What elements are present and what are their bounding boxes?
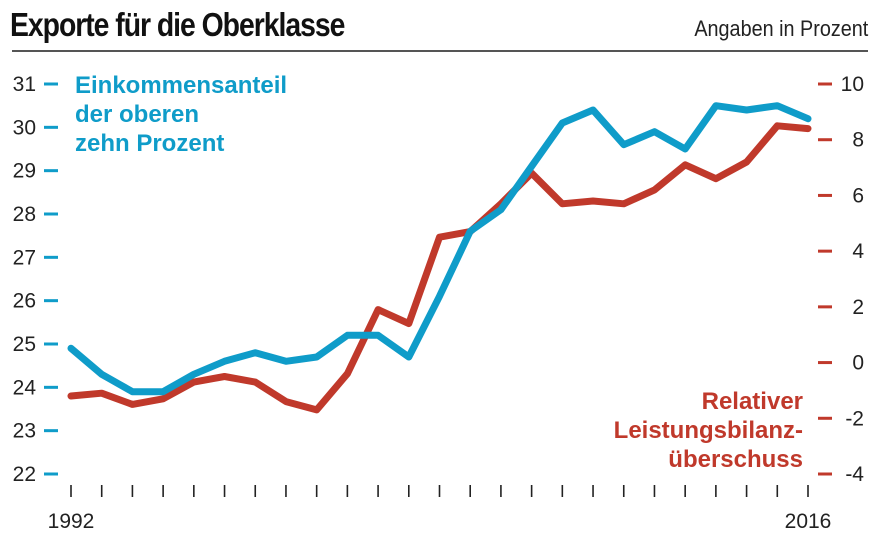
income-share-label: zehn Prozent (75, 130, 224, 157)
header-divider (12, 50, 868, 52)
right-axis: 10 8 6 4 2 0 -2 -4 (818, 73, 864, 486)
right-tick-label: 6 (852, 184, 864, 207)
left-tick-label: 31 (13, 73, 36, 96)
left-tick-label: 25 (13, 333, 36, 356)
right-tick-label: -2 (845, 407, 864, 430)
current-account-label: Leistungsbilanz- (614, 417, 803, 444)
x-tick-label-start: 1992 (48, 510, 95, 533)
left-axis: 31 30 29 28 27 26 25 24 23 22 (13, 73, 58, 486)
left-tick-label: 28 (13, 203, 36, 226)
current-account-label: überschuss (668, 446, 803, 473)
right-tick-label: 2 (852, 296, 864, 319)
left-tick-label: 29 (13, 160, 36, 183)
x-tick-label-end: 2016 (785, 510, 832, 533)
left-tick-label: 30 (13, 116, 36, 139)
current-account-label: Relativer (702, 388, 803, 415)
unit-note: Angaben in Prozent (694, 16, 868, 41)
right-tick-label: 0 (852, 352, 864, 375)
left-tick-label: 23 (13, 420, 36, 443)
income-share-label: Einkommensanteil (75, 72, 287, 99)
current-account-line (67, 122, 812, 414)
left-tick-label: 24 (13, 376, 37, 399)
series-group (67, 102, 812, 414)
right-tick-label: 4 (852, 240, 864, 263)
left-tick-label: 22 (13, 463, 36, 486)
right-tick-label: -4 (845, 463, 864, 486)
chart-title: Exporte für die Oberklasse (10, 6, 345, 43)
left-tick-label: 27 (13, 246, 36, 269)
x-axis: 1992 2016 (48, 485, 832, 533)
left-tick-label: 26 (13, 290, 36, 313)
right-tick-label: 10 (841, 73, 864, 96)
right-tick-label: 8 (852, 129, 864, 152)
income-share-label: der oberen (75, 101, 199, 128)
